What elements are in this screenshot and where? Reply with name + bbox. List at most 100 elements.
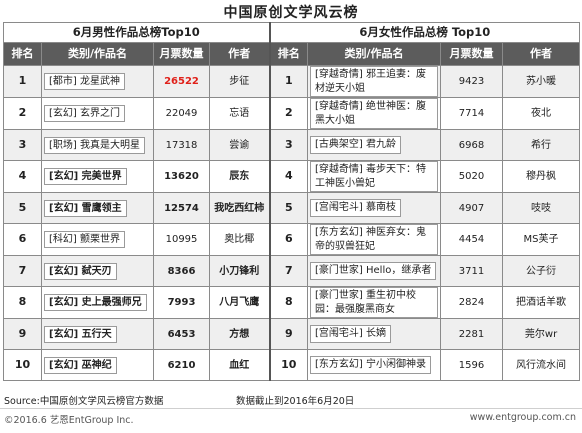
male-votes: 8366 (167, 265, 196, 277)
table-row: 9 [玄幻] 五行天 6453 方想 9 [宫闱宅斗] 长嫡 2281 莞尔wr (3, 318, 581, 350)
male-votes-cell: 17318 (153, 129, 210, 161)
female-author: 把酒话羊歌 (516, 297, 567, 308)
female-votes-cell: 7714 (440, 97, 504, 130)
male-votes-cell: 26522 (153, 65, 210, 98)
male-title: [玄幻] 史上最强师兄 (44, 294, 147, 311)
male-votes-cell: 6453 (153, 318, 210, 350)
table-row: 8 [玄幻] 史上最强师兄 7993 八月飞鹰 8 [豪门世家] 重生初中校园：最强腹黑商… (3, 286, 581, 319)
male-rank: 6 (18, 232, 27, 246)
female-title-cell: [东方玄幻] 宁小闲御神录 (307, 349, 442, 381)
female-votes-cell: 2281 (440, 318, 504, 350)
male-rank: 2 (18, 106, 27, 120)
female-author-cell: 苏小暖 (502, 65, 581, 98)
female-title-cell: [宫闱宅斗] 慕南枝 (307, 192, 442, 224)
female-rank: 4 (284, 169, 293, 183)
male-title: [玄幻] 玄界之门 (44, 105, 125, 122)
male-author-cell: 奥比椰 (208, 223, 271, 256)
female-rank: 1 (284, 74, 293, 88)
female-rank-cell: 2 (268, 97, 309, 130)
female-title-cell: [穿越奇情] 绝世神医：腹黑大小姐 (307, 97, 442, 130)
male-title: [玄幻] 五行天 (44, 325, 117, 343)
female-author: 夜北 (531, 108, 552, 119)
male-votes: 6210 (167, 359, 196, 371)
male-title-cell: [玄幻] 玄界之门 (41, 97, 154, 130)
female-votes-cell: 9423 (440, 65, 504, 98)
copyright: ©2016.6 艺恩EntGroup Inc. (4, 415, 134, 426)
female-rank: 9 (284, 326, 293, 340)
male-author: 奥比椰 (224, 234, 255, 245)
male-title: [科幻] 颤栗世界 (44, 231, 125, 248)
male-rank: 3 (18, 137, 27, 151)
male-subtitle: 6月男性作品总榜Top10 (2, 22, 271, 43)
table-row: 6 [科幻] 颤栗世界 10995 奥比椰 6 [东方玄幻] 神医弃女：鬼帝的驭兽狂妃 44… (3, 223, 581, 256)
male-votes: 10995 (165, 234, 198, 245)
male-author-cell: 我吃西红柿 (208, 192, 271, 224)
male-rank: 8 (18, 295, 27, 309)
female-rank: 6 (284, 232, 293, 246)
male-header-title: 类别/作品名 (41, 42, 154, 66)
male-rank: 1 (18, 74, 27, 88)
female-title-cell: [东方玄幻] 神医弃女：鬼帝的驭兽狂妃 (307, 223, 442, 256)
website-link[interactable]: www.entgroup.com.cn (469, 412, 576, 423)
male-rank-cell: 7 (3, 255, 42, 287)
female-author-cell: 吱吱 (502, 192, 581, 224)
male-votes: 17318 (165, 139, 198, 151)
female-rank-cell: 5 (268, 192, 309, 224)
male-author: 忘语 (229, 108, 250, 119)
male-title: [玄幻] 巫神纪 (44, 356, 117, 374)
female-rank-cell: 4 (268, 160, 309, 193)
male-votes-cell: 8366 (153, 255, 210, 287)
female-votes: 2281 (458, 328, 485, 340)
female-rank: 3 (284, 137, 293, 151)
male-author-cell: 步征 (208, 65, 271, 98)
female-title-cell: [宫闱宅斗] 长嫡 (307, 318, 442, 350)
female-header-rank: 排名 (268, 42, 309, 66)
male-author-cell: 小刀锋利 (208, 255, 271, 287)
male-title-cell: [都市] 龙星武神 (41, 65, 154, 98)
male-author-cell: 忘语 (208, 97, 271, 130)
table-row: 10 [玄幻] 巫神纪 6210 血红 10 [东方玄幻] 宁小闲御神录 1596 风行流水间 (3, 349, 581, 381)
female-title-cell: [穿越奇情] 邪王追妻：废材逆天小姐 (307, 65, 442, 98)
female-rank: 8 (284, 295, 293, 309)
female-title: [穿越奇情] 绝世神医：腹黑大小姐 (310, 98, 439, 129)
male-author: 血红 (229, 359, 250, 371)
female-votes-cell: 2824 (440, 286, 504, 319)
male-rank-cell: 1 (3, 65, 42, 98)
female-rank: 5 (284, 200, 293, 214)
male-title: [都市] 龙星武神 (44, 73, 125, 90)
female-votes: 5020 (458, 171, 485, 182)
female-author-cell: 夜北 (502, 97, 581, 130)
male-author-cell: 方想 (208, 318, 271, 350)
female-title: [豪门世家] 重生初中校园：最强腹黑商女 (310, 287, 439, 318)
female-title: [宫闱宅斗] 慕南枝 (310, 199, 402, 217)
female-votes: 6968 (458, 139, 485, 151)
male-title-cell: [玄幻] 完美世界 (41, 160, 154, 193)
male-votes: 13620 (164, 171, 199, 182)
male-votes-cell: 6210 (153, 349, 210, 381)
male-rank: 10 (14, 357, 31, 371)
female-author: MS芙子 (523, 234, 559, 245)
male-rank: 7 (18, 263, 27, 277)
male-votes-cell: 10995 (153, 223, 210, 256)
female-author: 穆丹枫 (526, 171, 557, 182)
male-author: 小刀锋利 (219, 265, 260, 277)
female-votes-cell: 6968 (440, 129, 504, 161)
male-title: [玄幻] 完美世界 (44, 168, 127, 185)
male-author: 辰东 (229, 171, 250, 182)
male-rank-cell: 5 (3, 192, 42, 224)
male-votes-cell: 12574 (153, 192, 210, 224)
female-author-cell: 穆丹枫 (502, 160, 581, 193)
female-votes: 3711 (458, 265, 485, 277)
male-rank: 5 (18, 200, 27, 214)
male-rank-cell: 10 (3, 349, 42, 381)
female-title-cell: [豪门世家] 重生初中校园：最强腹黑商女 (307, 286, 442, 319)
female-author: 公子衍 (526, 265, 557, 277)
chart-title: 中国原创文学风云榜 (223, 5, 359, 21)
male-title: [玄幻] 弑天刃 (44, 262, 117, 280)
male-author-cell: 八月飞鹰 (208, 286, 271, 319)
male-votes: 7993 (167, 297, 196, 308)
female-votes-cell: 4454 (440, 223, 504, 256)
bottom-bar (0, 408, 582, 433)
male-author: 步征 (229, 76, 250, 87)
male-title-cell: [职场] 我真是大明星 (41, 129, 154, 161)
